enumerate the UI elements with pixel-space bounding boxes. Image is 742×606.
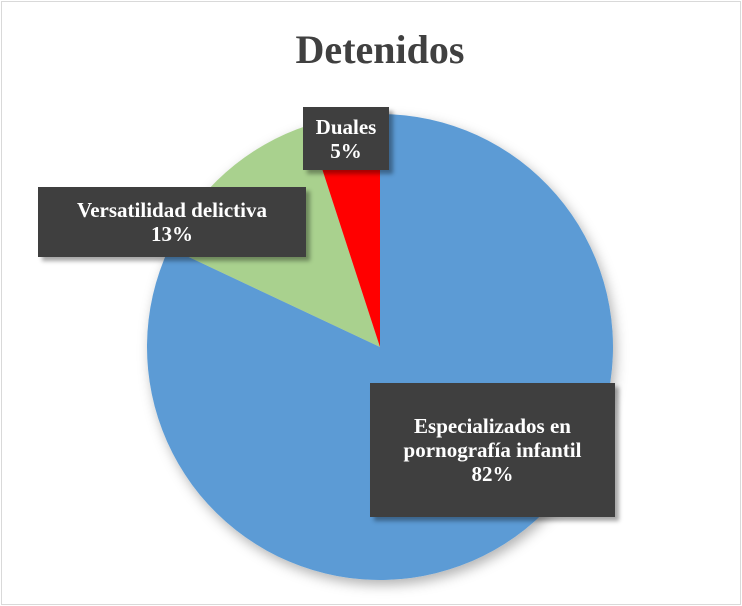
label-value: 13% — [151, 222, 193, 246]
pie-slice — [307, 114, 380, 347]
label-category: Especializados en pornografía infantil — [403, 414, 582, 462]
data-label: Especializados en pornografía infantil 82… — [370, 383, 615, 517]
label-category: Versatilidad delictiva — [77, 198, 267, 222]
chart-title: Detenidos — [296, 27, 465, 72]
label-category: Duales — [315, 114, 377, 139]
data-label: Duales 5% — [303, 107, 389, 170]
label-value: 5% — [330, 138, 362, 163]
data-label: Versatilidad delictiva 13% — [38, 187, 306, 257]
label-value: 82% — [471, 462, 514, 486]
